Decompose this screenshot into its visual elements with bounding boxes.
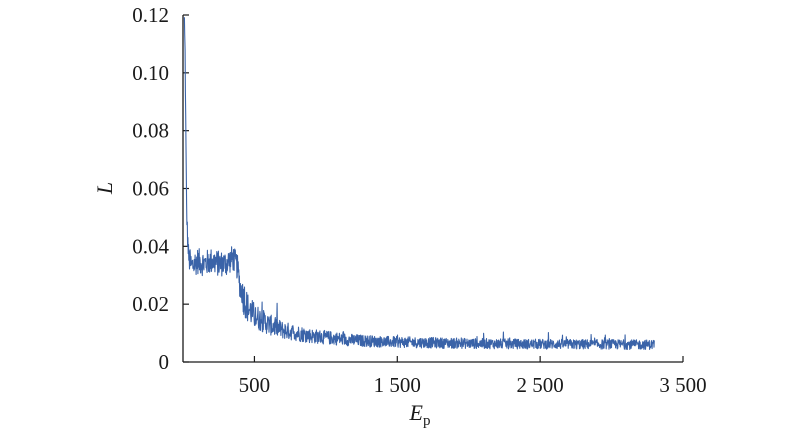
x-axis-label-sub: p bbox=[423, 413, 431, 429]
y-axis-label: L bbox=[92, 182, 117, 195]
x-tick-label: 2 500 bbox=[517, 373, 564, 397]
series-layer bbox=[183, 17, 655, 350]
x-tick-label: 1 500 bbox=[374, 373, 421, 397]
y-tick-label: 0.06 bbox=[132, 177, 169, 201]
axes: 0 0.02 0.04 0.06 0.08 0.10 0.12 500 1 500 2 500 3 … bbox=[132, 3, 706, 397]
y-tick-label: 0.02 bbox=[132, 292, 169, 316]
x-axis-label-main: E bbox=[409, 400, 424, 425]
y-tick-label: 0.10 bbox=[132, 61, 169, 85]
x-axis-label: Ep bbox=[409, 400, 431, 429]
x-tick-label: 500 bbox=[239, 373, 271, 397]
labels: L Ep bbox=[92, 182, 430, 429]
y-tick-label: 0.12 bbox=[132, 3, 169, 27]
series-line bbox=[183, 17, 655, 350]
y-tick-label: 0 bbox=[159, 350, 170, 374]
x-tick-label: 3 500 bbox=[659, 373, 706, 397]
y-tick-label: 0.08 bbox=[132, 119, 169, 143]
y-tick-label: 0.04 bbox=[132, 234, 169, 258]
